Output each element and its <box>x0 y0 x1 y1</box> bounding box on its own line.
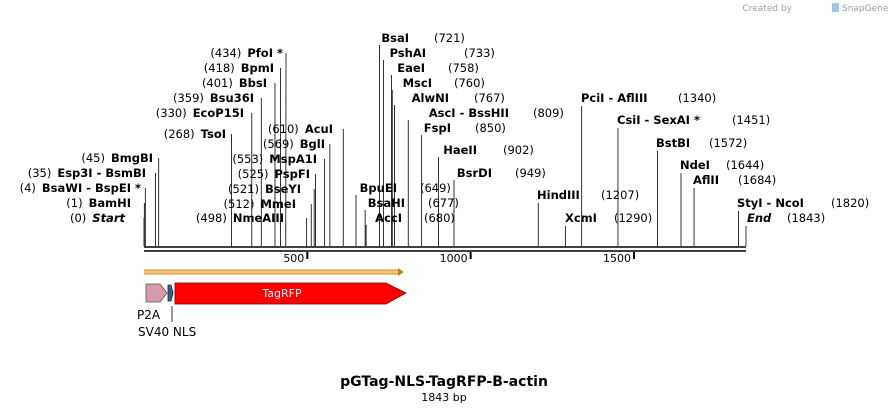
site-name-xcmi: XcmI <box>565 211 597 225</box>
site-pos-mmei: (512) <box>224 197 255 211</box>
snapgene-logo-icon <box>832 3 839 12</box>
site-pos-aflii: (1684) <box>738 173 776 187</box>
site-pos-acui: (610) <box>268 122 299 136</box>
site-name-asci-bsshii: AscI - BssHII <box>429 106 509 120</box>
site-labels: PfoI * (434)BpmI (418) BbsI (401)Bsu36I (359)… <box>20 31 870 225</box>
site-pos-pshai: (733) <box>464 46 495 60</box>
site-pos-ecop15i: (330) <box>156 106 187 120</box>
site-pos-hindiii: (1207) <box>601 188 639 202</box>
site-name-hindiii: HindIII <box>537 188 580 202</box>
site-name-bsahi: BsaHI <box>368 196 405 210</box>
feature-sv40-nls[interactable]: SV40 NLS <box>138 284 196 339</box>
site-name-bbsi: BbsI <box>239 76 267 90</box>
site-pos-bpuei: (649) <box>420 181 451 195</box>
site-name-bsu36i: Bsu36I <box>210 91 254 105</box>
site-pos-styi-ncoi: (1820) <box>831 196 869 210</box>
site-name-bstbi: BstBI <box>656 136 690 150</box>
site-pos-asci-bsshii: (809) <box>533 106 564 120</box>
site-name-csii-sexai: CsiI - SexAI * <box>617 113 700 127</box>
feature-label-p2a: P2A <box>137 308 161 322</box>
watermark-created-by: Created by <box>742 4 792 14</box>
site-name-mmei: MmeI <box>260 197 296 211</box>
site-pos-acci: (680) <box>424 211 455 225</box>
site-name-aflii: AflII <box>693 173 719 187</box>
site-name-acci: AccI <box>375 211 402 225</box>
site-name-bsrdi: BsrDI <box>457 166 492 180</box>
ruler: 500 1000 1500 <box>283 252 635 265</box>
site-pos-haeii: (902) <box>503 143 534 157</box>
site-name-pfoi: PfoI * <box>247 46 283 60</box>
site-pos-alwni: (767) <box>474 91 505 105</box>
site-name-bseyi: BseYI <box>265 182 301 196</box>
site-name-pshai: PshAI <box>390 46 426 60</box>
orf-arrow[interactable] <box>144 268 404 276</box>
plasmid-length: 1843 bp <box>421 391 466 404</box>
site-pos-xcmi: (1290) <box>614 211 652 225</box>
site-name-pspfi: PspFI <box>275 167 310 181</box>
site-name-nmeaiii: NmeAIII <box>233 211 284 225</box>
site-name-esp3i-bsmbi: Esp3I - BsmBI <box>57 166 146 180</box>
site-name-alwni: AlwNI <box>412 91 449 105</box>
site-name-start: Start <box>92 211 125 225</box>
site-name-bpuei: BpuEI <box>360 181 397 195</box>
site-pos-bsai: (721) <box>434 31 465 45</box>
ruler-tick-label-1500: 1500 <box>603 252 631 265</box>
feature-p2a[interactable]: P2A <box>137 283 168 322</box>
site-pos-bbsi: (401) <box>202 76 233 90</box>
site-pos-end: (1843) <box>787 211 825 225</box>
site-name-bpmi: BpmI <box>241 61 274 75</box>
watermark-brand: SnapGene <box>842 4 889 14</box>
site-pos-nmeaiii: (498) <box>196 211 227 225</box>
site-pos-bpmi: (418) <box>204 61 235 75</box>
site-pos-ndei: (1644) <box>726 158 764 172</box>
site-name-bsawi-bspei: BsaWI - BspEI * <box>42 181 141 195</box>
site-pos-csii-sexai: (1451) <box>732 113 770 127</box>
site-name-styi-ncoi: StyI - NcoI <box>737 196 804 210</box>
site-pos-bstbi: (1572) <box>709 136 747 150</box>
site-name-bsai: BsaI <box>381 31 409 45</box>
site-pos-esp3i-bsmbi: (35) <box>28 166 52 180</box>
site-pos-bgli: (569) <box>263 137 294 151</box>
site-name-pcii-afliii: PciI - AflIII <box>581 91 648 105</box>
site-name-bamhi: BamHI <box>89 196 131 210</box>
site-name-tsoi: TsoI <box>201 127 226 141</box>
site-name-eaei: EaeI <box>397 61 425 75</box>
site-name-bmgbi: BmgBI <box>111 151 153 165</box>
site-pos-pspfi: (525) <box>238 167 269 181</box>
site-name-bgli: BglI <box>300 137 325 151</box>
plasmid-title: pGTag-NLS-TagRFP-B-actin <box>340 374 548 390</box>
site-name-ecop15i: EcoP15I <box>193 106 244 120</box>
ruler-tick-label-1000: 1000 <box>440 252 468 265</box>
site-pos-bsawi-bspei: (4) <box>20 181 36 195</box>
sequence-backbone <box>144 246 746 252</box>
site-pos-bmgbi: (45) <box>81 151 105 165</box>
site-name-acui: AcuI <box>305 122 333 136</box>
site-name-fspi: FspI <box>424 121 451 135</box>
site-pos-bsahi: (677) <box>428 196 459 210</box>
site-pos-bseyi: (521) <box>228 182 259 196</box>
site-name-mspa1i: MspA1I <box>269 152 317 166</box>
feature-label-tagrfp: TagRFP <box>261 287 302 300</box>
site-connectors <box>143 45 747 247</box>
feature-label-sv40-nls: SV40 NLS <box>138 325 196 339</box>
site-pos-msci: (760) <box>454 76 485 90</box>
site-pos-tsoi: (268) <box>164 127 195 141</box>
site-name-msci: MscI <box>403 76 432 90</box>
site-name-end: End <box>747 211 772 225</box>
site-pos-start: (0) <box>70 211 86 225</box>
site-pos-pcii-afliii: (1340) <box>678 91 716 105</box>
snapgene-watermark: Created by SnapGene <box>742 3 889 14</box>
site-pos-bsu36i: (359) <box>173 91 204 105</box>
feature-tagrfp[interactable]: TagRFP <box>174 282 407 305</box>
site-pos-bamhi: (1) <box>66 196 82 210</box>
ruler-tick-label-500: 500 <box>283 252 304 265</box>
site-name-haeii: HaeII <box>443 143 477 157</box>
site-pos-eaei: (758) <box>448 61 479 75</box>
site-name-ndei: NdeI <box>680 158 710 172</box>
site-pos-mspa1i: (553) <box>232 152 263 166</box>
site-pos-fspi: (850) <box>475 121 506 135</box>
site-pos-pfoi: (434) <box>210 46 241 60</box>
site-pos-bsrdi: (949) <box>515 166 546 180</box>
